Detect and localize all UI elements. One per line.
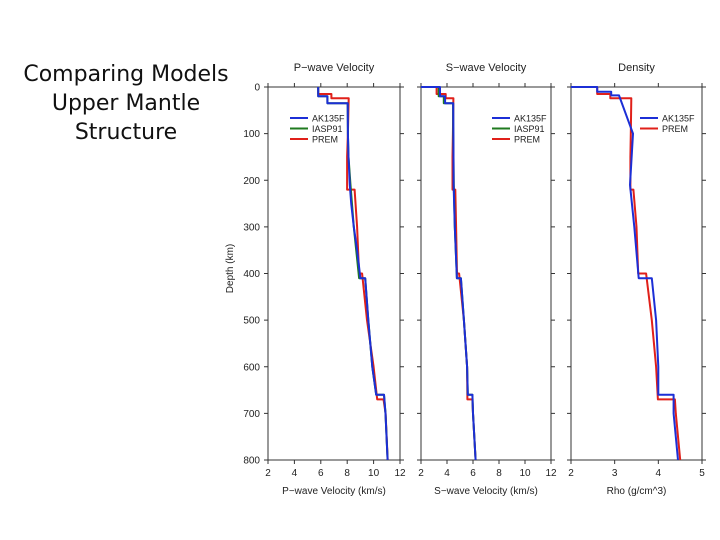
legend-label: AK135F bbox=[514, 114, 547, 124]
x-tick-label: 3 bbox=[612, 468, 618, 479]
y-axis-label: Depth (km) bbox=[225, 244, 236, 293]
x-axis-label: P−wave Velocity (km/s) bbox=[282, 486, 386, 497]
series-line-prem bbox=[571, 86, 682, 461]
legend-label: IASP91 bbox=[312, 124, 343, 134]
x-tick-label: 2 bbox=[568, 468, 574, 479]
y-tick-label: 400 bbox=[243, 269, 260, 280]
x-axis-label: Rho (g/cm^3) bbox=[607, 486, 667, 497]
y-tick-label: 800 bbox=[243, 456, 260, 467]
panel-title: P−wave Velocity bbox=[294, 62, 375, 74]
plot-frame bbox=[570, 86, 703, 461]
series-line-ak135f bbox=[317, 87, 389, 461]
x-tick-label: 5 bbox=[699, 468, 705, 479]
x-tick-label: 2 bbox=[418, 468, 424, 479]
legend-label: AK135F bbox=[662, 114, 695, 124]
legend-label: PREM bbox=[312, 135, 338, 145]
x-axis-label: S−wave Velocity (km/s) bbox=[434, 486, 538, 497]
x-tick-label: 12 bbox=[394, 468, 406, 479]
x-tick-label: 8 bbox=[496, 468, 502, 479]
x-tick-label: 12 bbox=[545, 468, 557, 479]
slide-title-line-3: Structure bbox=[74, 120, 178, 145]
x-tick-label: 4 bbox=[292, 468, 298, 479]
series-line-iasp91 bbox=[421, 86, 477, 461]
slide-title: Comparing Models Upper Mantle Structure bbox=[8, 60, 244, 147]
y-tick-label: 700 bbox=[243, 409, 260, 420]
y-tick-label: 600 bbox=[243, 362, 260, 373]
x-tick-label: 4 bbox=[656, 468, 662, 479]
legend-label: AK135F bbox=[312, 114, 345, 124]
y-tick-label: 0 bbox=[254, 83, 260, 94]
legend-label: PREM bbox=[514, 135, 540, 145]
series-line-ak135f bbox=[571, 86, 679, 461]
x-tick-label: 2 bbox=[265, 468, 271, 479]
series-line-prem bbox=[421, 86, 477, 461]
x-tick-label: 6 bbox=[318, 468, 324, 479]
panel-title: Density bbox=[618, 62, 655, 74]
legend-label: PREM bbox=[662, 124, 688, 134]
x-tick-label: 6 bbox=[470, 468, 476, 479]
y-tick-label: 200 bbox=[243, 176, 260, 187]
series-line-ak135f bbox=[421, 86, 477, 461]
slide-title-line-2: Upper Mantle bbox=[51, 91, 201, 116]
series-line-prem bbox=[317, 87, 389, 461]
x-tick-label: 10 bbox=[368, 468, 380, 479]
legend-label: IASP91 bbox=[514, 124, 545, 134]
y-tick-label: 300 bbox=[243, 222, 260, 233]
slide-title-line-1: Comparing Models bbox=[23, 62, 229, 87]
y-tick-label: 500 bbox=[243, 316, 260, 327]
x-tick-label: 10 bbox=[519, 468, 531, 479]
panel-title: S−wave Velocity bbox=[446, 62, 527, 74]
x-tick-label: 8 bbox=[344, 468, 350, 479]
x-tick-label: 4 bbox=[444, 468, 450, 479]
y-tick-label: 100 bbox=[243, 129, 260, 140]
